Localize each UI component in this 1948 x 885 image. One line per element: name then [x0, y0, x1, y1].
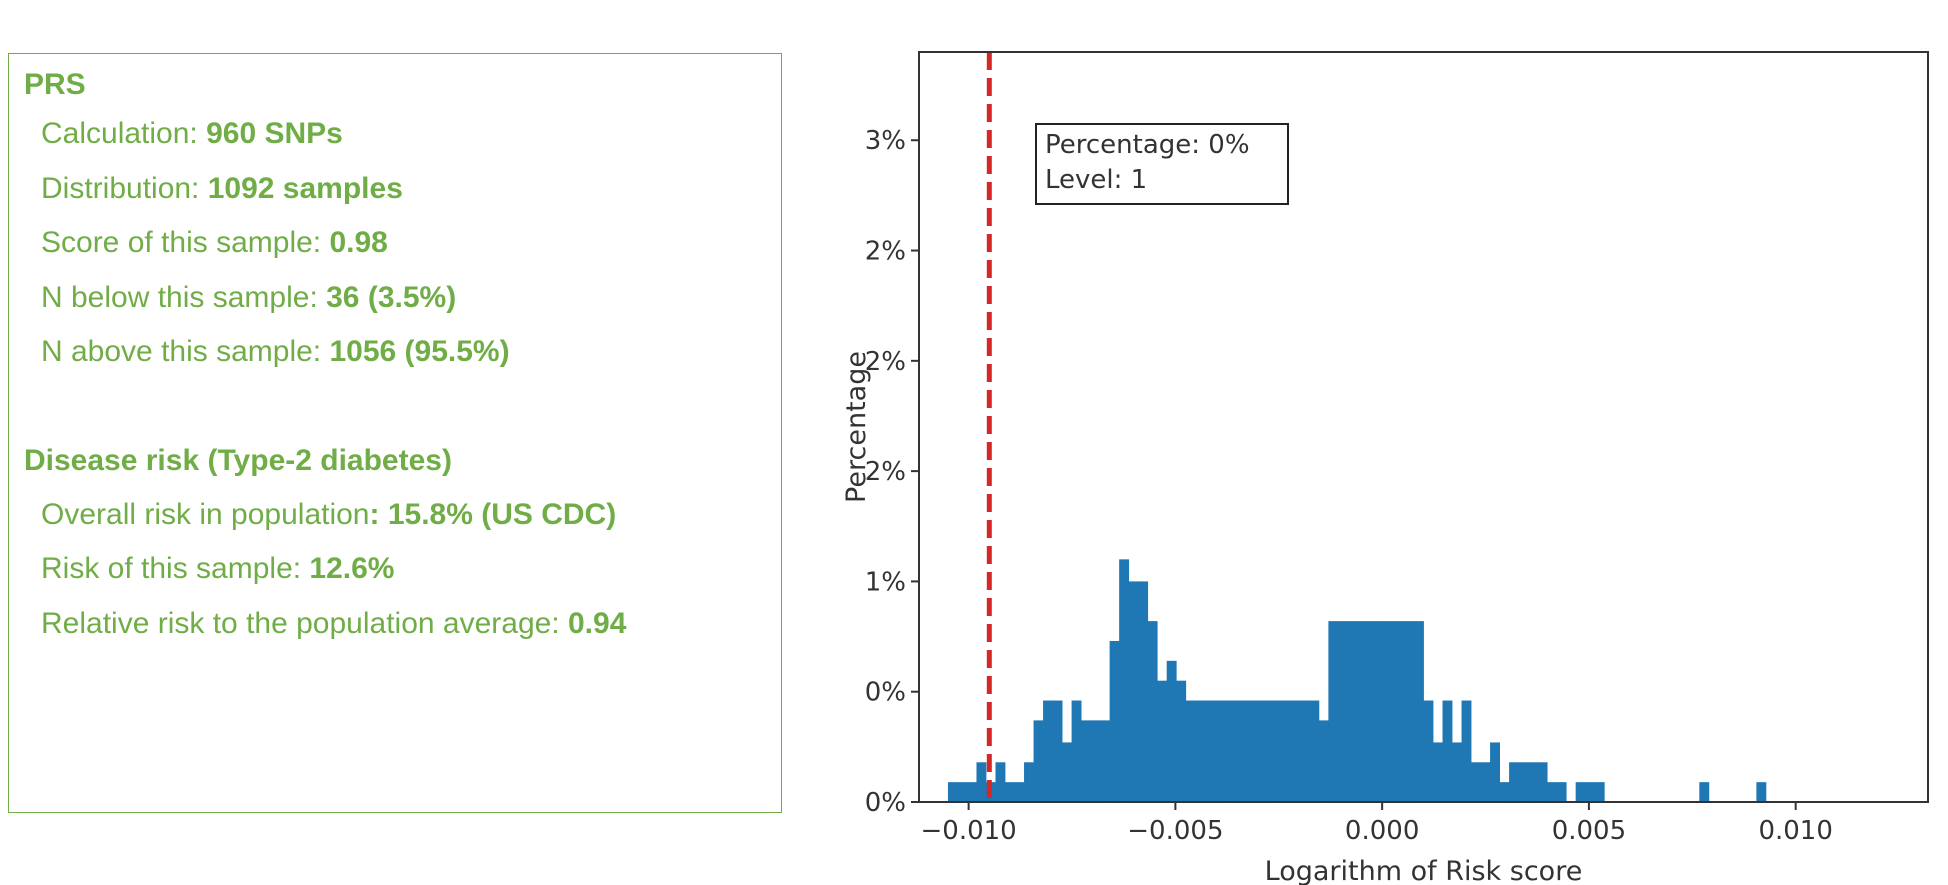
- histogram-bar: [1157, 681, 1167, 802]
- histogram-bar: [1119, 559, 1129, 802]
- histogram-bar: [1167, 661, 1177, 802]
- histogram-bar: [1015, 782, 1025, 802]
- prs-n-below: N below this sample: 36 (3.5%): [41, 281, 456, 315]
- histogram-bar: [1443, 701, 1453, 802]
- histogram-bar: [1176, 681, 1186, 802]
- annotation-box: Percentage: 0% Level: 1: [1036, 124, 1288, 204]
- histogram-bar: [1281, 701, 1291, 802]
- histogram-bar: [1034, 720, 1044, 802]
- prs-n-above: N above this sample: 1056 (95.5%): [41, 335, 510, 369]
- histogram-bar: [1290, 701, 1300, 802]
- overall-risk: Overall risk in population: 15.8% (US CD…: [41, 498, 616, 532]
- histogram-bar: [1385, 621, 1395, 802]
- x-tick-label: 0.000: [1345, 816, 1419, 846]
- histogram-bar: [1309, 701, 1319, 802]
- y-axis-ticks: 0% 0% 1% 2% 2% 2% 3%: [865, 126, 919, 818]
- histogram-bar: [948, 782, 958, 802]
- histogram-bar: [1357, 621, 1367, 802]
- prs-distribution: Distribution: 1092 samples: [41, 172, 403, 206]
- histogram-bar: [1252, 701, 1262, 802]
- histogram-bar: [1452, 742, 1462, 802]
- histogram-bar: [967, 782, 977, 802]
- histogram-bar: [1471, 762, 1481, 802]
- histogram-bar: [1462, 701, 1472, 802]
- histogram-bar: [1043, 701, 1053, 802]
- histogram-bar: [1300, 701, 1310, 802]
- histogram-bar: [1062, 742, 1072, 802]
- histogram-bar: [957, 782, 967, 802]
- histogram-bar: [1338, 621, 1348, 802]
- histogram-bar: [1233, 701, 1243, 802]
- histogram-bar: [1519, 762, 1529, 802]
- histogram-bar: [1243, 701, 1253, 802]
- histogram-bar: [1024, 762, 1034, 802]
- y-tick-label: 1%: [865, 567, 906, 597]
- histogram-bar: [1395, 621, 1405, 802]
- prs-calculation: Calculation: 960 SNPs: [41, 117, 343, 151]
- relative-risk: Relative risk to the population average:…: [41, 607, 626, 641]
- histogram-bar: [1262, 701, 1272, 802]
- x-tick-label: 0.005: [1552, 816, 1626, 846]
- y-tick-label: 2%: [865, 237, 906, 267]
- annotation-level: Level: 1: [1045, 165, 1147, 195]
- x-tick-label: 0.010: [1758, 816, 1832, 846]
- histogram-bar: [1538, 762, 1548, 802]
- histogram-bar: [1053, 701, 1063, 802]
- y-tick-label: 0%: [865, 788, 906, 818]
- histogram-bar: [1699, 782, 1709, 802]
- histogram-bar: [1186, 701, 1196, 802]
- sample-risk: Risk of this sample: 12.6%: [41, 552, 395, 586]
- histogram-bar: [1091, 720, 1101, 802]
- histogram-bar: [1081, 720, 1091, 802]
- histogram-bar: [1490, 742, 1500, 802]
- histogram-bar: [1224, 701, 1234, 802]
- histogram-bar: [1319, 720, 1329, 802]
- histogram-bar: [1110, 641, 1120, 802]
- histogram-bar: [1214, 701, 1224, 802]
- risk-histogram-chart: Percentage: 0% Level: 1 −0.010 −0.005 0.00…: [790, 0, 1948, 885]
- info-panel: PRS Calculation: 960 SNPs Distribution: …: [8, 53, 782, 813]
- histogram-bar: [1433, 742, 1443, 802]
- x-axis-label: Logarithm of Risk score: [1265, 856, 1583, 885]
- histogram-bar: [1404, 621, 1414, 802]
- histogram-bar: [1148, 621, 1158, 802]
- y-tick-label: 0%: [865, 678, 906, 708]
- histogram-bar: [1366, 621, 1376, 802]
- x-tick-label: −0.010: [921, 816, 1017, 846]
- annotation-percentage: Percentage: 0%: [1045, 130, 1250, 160]
- histogram-bar: [976, 762, 986, 802]
- y-tick-label: 3%: [865, 126, 906, 156]
- histogram-bar: [996, 762, 1006, 802]
- histogram-bar: [1100, 720, 1110, 802]
- prs-heading: PRS: [24, 68, 86, 102]
- histogram-bar: [1585, 782, 1595, 802]
- histogram-bar: [1414, 621, 1424, 802]
- histogram-bar: [1509, 762, 1519, 802]
- disease-risk-heading: Disease risk (Type-2 diabetes): [24, 444, 452, 478]
- histogram-bar: [1328, 621, 1338, 802]
- histogram-bar: [1072, 701, 1082, 802]
- histogram-bar: [1347, 621, 1357, 802]
- histogram-bar: [1547, 782, 1557, 802]
- histogram-bar: [1195, 701, 1205, 802]
- histogram-bar: [1005, 782, 1015, 802]
- histogram-bar: [1129, 581, 1139, 802]
- histogram-bar: [1528, 762, 1538, 802]
- x-axis-ticks: −0.010 −0.005 0.000 0.005 0.010: [921, 802, 1833, 846]
- histogram-bar: [1481, 762, 1491, 802]
- histogram-bar: [1424, 701, 1434, 802]
- histogram-bar: [1595, 782, 1605, 802]
- y-axis-label: Percentage: [841, 351, 872, 503]
- histogram-bars: [948, 559, 1766, 802]
- x-tick-label: −0.005: [1127, 816, 1223, 846]
- histogram-bar: [1138, 581, 1148, 802]
- histogram-bar: [1271, 701, 1281, 802]
- histogram-bar: [1756, 782, 1766, 802]
- histogram-bar: [1576, 782, 1586, 802]
- histogram-bar: [1557, 782, 1567, 802]
- histogram-bar: [1376, 621, 1386, 802]
- histogram-bar: [1205, 701, 1215, 802]
- histogram-bar: [1500, 782, 1510, 802]
- prs-score: Score of this sample: 0.98: [41, 226, 388, 260]
